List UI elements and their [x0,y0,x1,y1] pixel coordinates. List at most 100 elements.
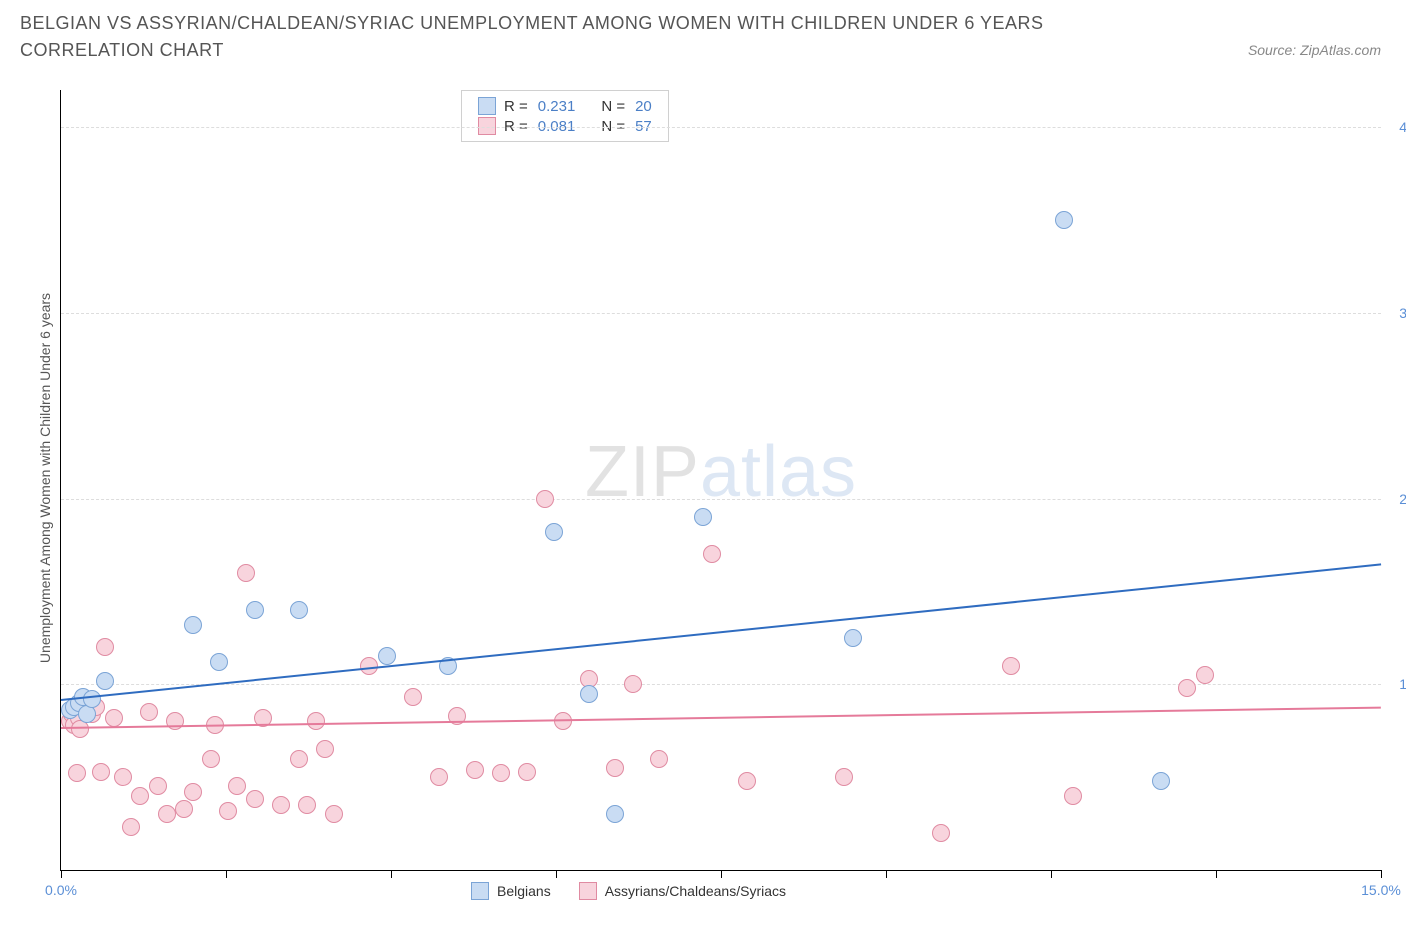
data-point [246,790,264,808]
xtick [721,870,722,878]
data-point [404,688,422,706]
xtick [226,870,227,878]
data-point [844,629,862,647]
data-point [228,777,246,795]
data-point [694,508,712,526]
stats-row-assyrians: R = 0.081 N = 57 [478,117,652,135]
data-point [290,750,308,768]
data-point [307,712,325,730]
data-point [158,805,176,823]
data-point [298,796,316,814]
data-point [1178,679,1196,697]
data-point [738,772,756,790]
xtick [391,870,392,878]
data-point [606,805,624,823]
xtick-label: 0.0% [45,882,77,898]
data-point [131,787,149,805]
data-point [703,545,721,563]
data-point [1152,772,1170,790]
legend-item-assyrians: Assyrians/Chaldeans/Syriacs [579,882,786,900]
data-point [650,750,668,768]
data-point [518,763,536,781]
data-point [237,564,255,582]
data-point [1064,787,1082,805]
data-point [932,824,950,842]
data-point [96,638,114,656]
data-point [325,805,343,823]
data-point [430,768,448,786]
xtick [1216,870,1217,878]
data-point [1002,657,1020,675]
data-point [92,763,110,781]
legend: Belgians Assyrians/Chaldeans/Syriacs [471,882,786,900]
chart-container: BELGIAN VS ASSYRIAN/CHALDEAN/SYRIAC UNEM… [0,0,1406,930]
stats-r-label: R = [504,118,528,135]
ytick-label: 40.0% [1399,119,1406,135]
stats-n-value-0: 20 [635,98,652,115]
data-point [1196,666,1214,684]
xtick [1381,870,1382,878]
data-point [316,740,334,758]
stats-r-value-1: 0.081 [538,118,576,135]
xtick [886,870,887,878]
data-point [580,685,598,703]
data-point [96,672,114,690]
stats-n-label: N = [601,118,625,135]
data-point [68,764,86,782]
gridline [61,499,1381,500]
chart-source: Source: ZipAtlas.com [1248,42,1381,58]
data-point [835,768,853,786]
data-point [210,653,228,671]
data-point [545,523,563,541]
data-point [1055,211,1073,229]
data-point [272,796,290,814]
data-point [149,777,167,795]
data-point [219,802,237,820]
legend-item-belgians: Belgians [471,882,551,900]
data-point [554,712,572,730]
data-point [466,761,484,779]
stats-n-value-1: 57 [635,118,652,135]
legend-label-0: Belgians [497,883,551,899]
xtick [556,870,557,878]
watermark-zip: ZIP [585,432,700,512]
data-point [122,818,140,836]
gridline [61,313,1381,314]
plot-area: ZIPatlas R = 0.231 N = 20 R = 0.081 N = … [60,90,1381,871]
stats-n-label: N = [601,98,625,115]
legend-swatch-belgians [471,882,489,900]
data-point [378,647,396,665]
data-point [184,616,202,634]
data-point [83,690,101,708]
data-point [246,601,264,619]
ytick-label: 20.0% [1399,491,1406,507]
data-point [202,750,220,768]
xtick [61,870,62,878]
data-point [290,601,308,619]
stats-box: R = 0.231 N = 20 R = 0.081 N = 57 [461,90,669,142]
swatch-assyrians [478,117,496,135]
data-point [140,703,158,721]
stats-r-label: R = [504,98,528,115]
data-point [536,490,554,508]
stats-row-belgians: R = 0.231 N = 20 [478,97,652,115]
y-axis-label: Unemployment Among Women with Children U… [37,278,53,678]
data-point [175,800,193,818]
watermark: ZIPatlas [585,431,857,513]
xtick-label: 15.0% [1361,882,1401,898]
ytick-label: 10.0% [1399,676,1406,692]
data-point [624,675,642,693]
xtick [1051,870,1052,878]
legend-swatch-assyrians [579,882,597,900]
data-point [114,768,132,786]
chart-title: BELGIAN VS ASSYRIAN/CHALDEAN/SYRIAC UNEM… [20,10,1120,64]
legend-label-1: Assyrians/Chaldeans/Syriacs [605,883,786,899]
gridline [61,127,1381,128]
watermark-atlas: atlas [700,432,857,512]
data-point [606,759,624,777]
data-point [184,783,202,801]
ytick-label: 30.0% [1399,305,1406,321]
data-point [492,764,510,782]
swatch-belgians [478,97,496,115]
stats-r-value-0: 0.231 [538,98,576,115]
